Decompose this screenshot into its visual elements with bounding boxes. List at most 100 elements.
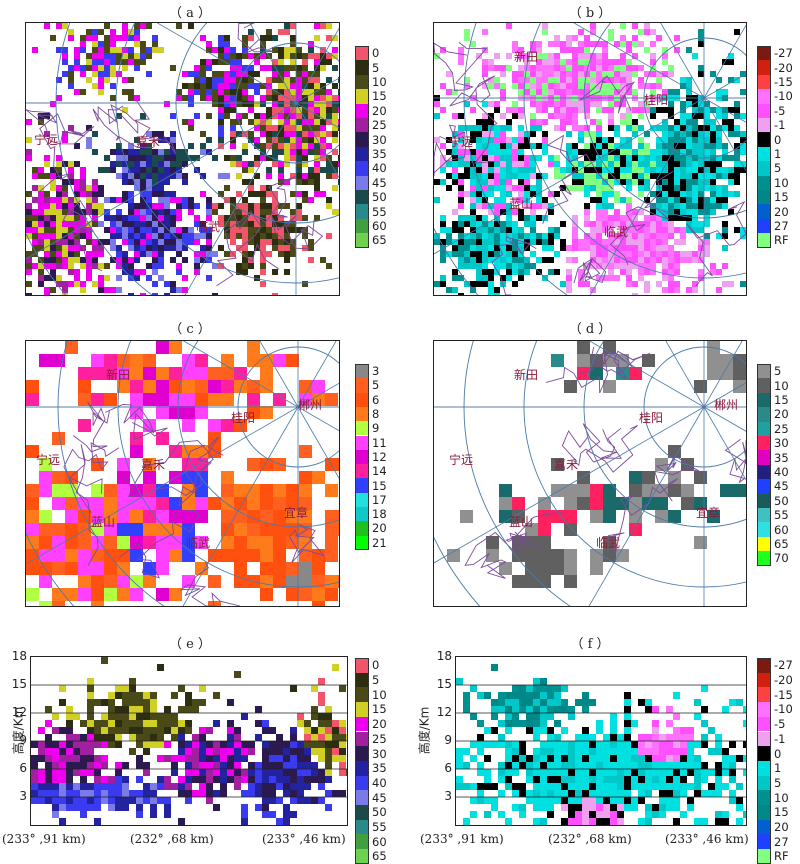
echo-field [434, 23, 746, 295]
data-cell [128, 203, 134, 209]
data-cell [78, 575, 91, 588]
data-cell [596, 71, 602, 77]
data-cell [644, 167, 650, 173]
data-cell [269, 776, 276, 783]
colorbar-tick-label: 60 [372, 219, 387, 233]
data-cell [254, 221, 260, 227]
data-cell [176, 245, 182, 251]
data-cell [662, 47, 668, 53]
data-cell [680, 776, 687, 783]
data-cell [620, 257, 626, 263]
data-cell [158, 185, 164, 191]
data-cell [143, 748, 150, 755]
x-tick-label: (233° ,91 km) [2, 832, 86, 846]
data-cell [140, 167, 146, 173]
data-cell [192, 741, 199, 748]
data-cell [590, 149, 596, 155]
data-cell [722, 149, 728, 155]
data-cell [129, 748, 136, 755]
data-cell [536, 47, 542, 53]
data-cell [276, 818, 283, 825]
data-cell [80, 281, 86, 287]
data-cell [578, 167, 584, 173]
data-cell [346, 769, 347, 776]
data-cell [260, 263, 266, 269]
data-cell [128, 89, 134, 95]
data-cell [130, 497, 143, 510]
data-cell [498, 692, 505, 699]
data-cell [596, 155, 602, 161]
data-cell [266, 95, 272, 101]
data-cell [644, 179, 650, 185]
data-cell [584, 59, 590, 65]
data-cell [603, 783, 610, 790]
data-cell [736, 818, 743, 825]
data-cell [248, 191, 254, 197]
data-cell [715, 741, 722, 748]
data-cell [50, 227, 56, 233]
data-cell [128, 161, 134, 167]
y-tick-label: 9 [19, 733, 27, 747]
data-cell [255, 790, 262, 797]
data-cell [108, 706, 115, 713]
data-cell [74, 233, 80, 239]
data-cell [98, 77, 104, 83]
data-cell [484, 783, 491, 790]
colorbar-tick-label: 45 [774, 479, 789, 494]
data-cell [494, 143, 500, 149]
data-cell [304, 741, 311, 748]
data-cell [286, 484, 299, 497]
data-cell [56, 77, 62, 83]
city-label-lanshan: 蓝山 [91, 515, 116, 529]
data-cell [116, 287, 122, 293]
data-cell [680, 209, 686, 215]
data-cell [674, 191, 680, 197]
data-cell [130, 445, 143, 458]
data-cell [86, 239, 92, 245]
data-cell [39, 510, 52, 523]
data-cell [224, 41, 230, 47]
data-cell [236, 101, 242, 107]
data-cell [668, 101, 674, 107]
data-cell [339, 755, 346, 762]
data-cell [614, 167, 620, 173]
data-cell [596, 137, 602, 143]
data-cell [208, 497, 221, 510]
data-cell [314, 83, 320, 89]
data-cell [614, 251, 620, 257]
data-cell [115, 769, 122, 776]
data-cell [128, 245, 134, 251]
data-cell [694, 471, 707, 484]
data-cell [642, 354, 655, 367]
data-cell [710, 143, 716, 149]
data-cell [464, 281, 470, 287]
data-cell [92, 215, 98, 221]
data-cell [236, 209, 242, 215]
data-cell [638, 77, 644, 83]
data-cell [227, 727, 234, 734]
data-cell [62, 137, 68, 143]
data-cell [332, 185, 338, 191]
data-cell [311, 706, 318, 713]
data-cell [302, 107, 308, 113]
data-cell [26, 269, 32, 275]
county-boundary [464, 531, 533, 579]
data-cell [176, 149, 182, 155]
data-cell [284, 47, 290, 53]
data-cell [626, 137, 632, 143]
data-cell [176, 269, 182, 275]
data-cell [434, 179, 440, 185]
data-cell [734, 29, 740, 35]
county-boundary [577, 346, 650, 380]
data-cell [68, 125, 74, 131]
data-cell [143, 790, 150, 797]
data-cell [458, 143, 464, 149]
data-cell [548, 161, 554, 167]
data-cell [578, 131, 584, 137]
data-cell [130, 575, 143, 588]
data-cell [92, 197, 98, 203]
data-cell [680, 233, 686, 239]
data-cell [224, 107, 230, 113]
data-cell [692, 197, 698, 203]
data-cell [248, 215, 254, 221]
